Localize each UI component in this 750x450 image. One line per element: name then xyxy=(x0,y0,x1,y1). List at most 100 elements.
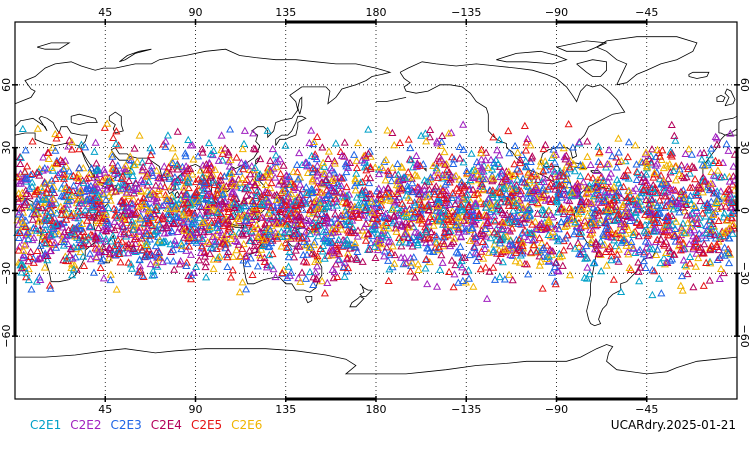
occultation-point xyxy=(108,164,117,172)
occultation-point xyxy=(49,194,58,203)
occultation-point xyxy=(650,266,659,275)
occultation-point xyxy=(343,239,352,248)
occultation-point xyxy=(672,162,681,170)
occultation-point xyxy=(514,219,523,227)
occultation-point xyxy=(437,137,446,145)
occultation-point xyxy=(340,193,349,201)
occultation-point xyxy=(513,165,522,173)
occultation-point xyxy=(49,224,58,232)
occultation-point xyxy=(248,196,257,205)
occultation-point xyxy=(455,142,464,150)
occultation-point xyxy=(524,168,533,176)
occultation-point xyxy=(242,285,251,293)
occultation-point xyxy=(448,189,457,197)
occultation-point xyxy=(321,236,330,244)
occultation-point xyxy=(181,149,190,157)
occultation-point xyxy=(429,247,438,256)
occultation-point xyxy=(438,184,447,193)
occultation-point xyxy=(709,158,718,167)
occultation-point xyxy=(484,228,494,236)
occultation-point xyxy=(417,219,427,227)
occultation-point xyxy=(539,243,548,252)
occultation-point xyxy=(489,263,498,271)
occultation-point xyxy=(479,230,488,238)
occultation-point xyxy=(122,232,131,240)
occultation-point xyxy=(561,155,570,163)
occultation-point xyxy=(210,199,219,208)
occultation-point xyxy=(214,253,223,261)
occultation-point xyxy=(133,268,142,276)
occultation-point xyxy=(104,220,113,228)
occultation-point xyxy=(295,193,304,201)
occultation-point xyxy=(566,187,575,195)
occultation-point xyxy=(112,166,121,174)
occultation-point xyxy=(385,170,394,179)
occultation-point xyxy=(327,176,336,184)
occultation-point xyxy=(282,243,291,251)
occultation-point xyxy=(42,188,51,196)
occultation-point xyxy=(685,259,694,267)
occultation-point xyxy=(624,203,633,211)
occultation-point xyxy=(432,282,442,290)
occultation-point xyxy=(714,245,724,254)
occultation-point xyxy=(314,203,323,211)
occultation-point xyxy=(401,229,410,237)
occultation-point xyxy=(190,211,199,219)
occultation-point xyxy=(198,218,207,226)
occultation-point xyxy=(223,262,232,271)
occultation-point xyxy=(497,198,506,206)
occultation-point xyxy=(82,174,91,182)
occultation-point xyxy=(625,263,634,272)
occultation-point xyxy=(395,215,404,223)
axis-ticks xyxy=(12,19,740,402)
occultation-point xyxy=(668,255,677,263)
coastline xyxy=(399,61,626,197)
occultation-point xyxy=(148,271,157,279)
occultation-point xyxy=(214,156,223,164)
occultation-point xyxy=(377,163,387,171)
occultation-point xyxy=(28,215,37,223)
occultation-point xyxy=(677,161,686,169)
occultation-point xyxy=(243,183,252,192)
occultation-point xyxy=(705,150,714,159)
occultation-point xyxy=(462,212,471,220)
occultation-point xyxy=(240,160,249,168)
occultation-point xyxy=(493,199,502,207)
occultation-point xyxy=(675,169,684,178)
occultation-point xyxy=(184,217,193,225)
occultation-point xyxy=(148,189,157,197)
occultation-point xyxy=(142,203,151,211)
occultation-point xyxy=(226,155,235,164)
occultation-point xyxy=(680,244,689,252)
occultation-point xyxy=(263,126,272,134)
occultation-point xyxy=(662,257,671,266)
occultation-point xyxy=(225,162,234,170)
legend: C2E1 C2E2 C2E3 C2E4 C2E5 C2E6 xyxy=(30,418,271,432)
occultation-point xyxy=(648,265,657,274)
occultation-point xyxy=(127,239,137,247)
occultation-point xyxy=(57,210,66,218)
dataset-caption: UCARdry.2025-01-21 xyxy=(610,418,736,432)
occultation-point xyxy=(728,214,737,222)
occultation-point xyxy=(419,160,428,168)
occultation-point xyxy=(155,220,164,228)
occultation-point xyxy=(695,229,704,237)
occultation-point xyxy=(422,254,431,263)
occultation-point xyxy=(308,164,317,172)
occultation-point xyxy=(65,167,74,175)
occultation-point xyxy=(318,143,327,151)
occultation-point xyxy=(264,230,273,238)
occultation-point xyxy=(95,187,104,195)
occultation-point xyxy=(325,199,334,207)
occultation-point xyxy=(659,253,668,262)
occultation-point xyxy=(100,181,110,189)
occultation-point xyxy=(291,215,300,224)
occultation-point xyxy=(322,175,331,183)
occultation-point xyxy=(515,205,524,213)
occultation-point xyxy=(113,182,123,190)
occultation-point xyxy=(564,119,573,128)
occultation-point xyxy=(642,158,651,167)
occultation-point xyxy=(281,238,290,247)
occultation-point xyxy=(617,156,626,165)
occultation-point xyxy=(515,258,524,266)
